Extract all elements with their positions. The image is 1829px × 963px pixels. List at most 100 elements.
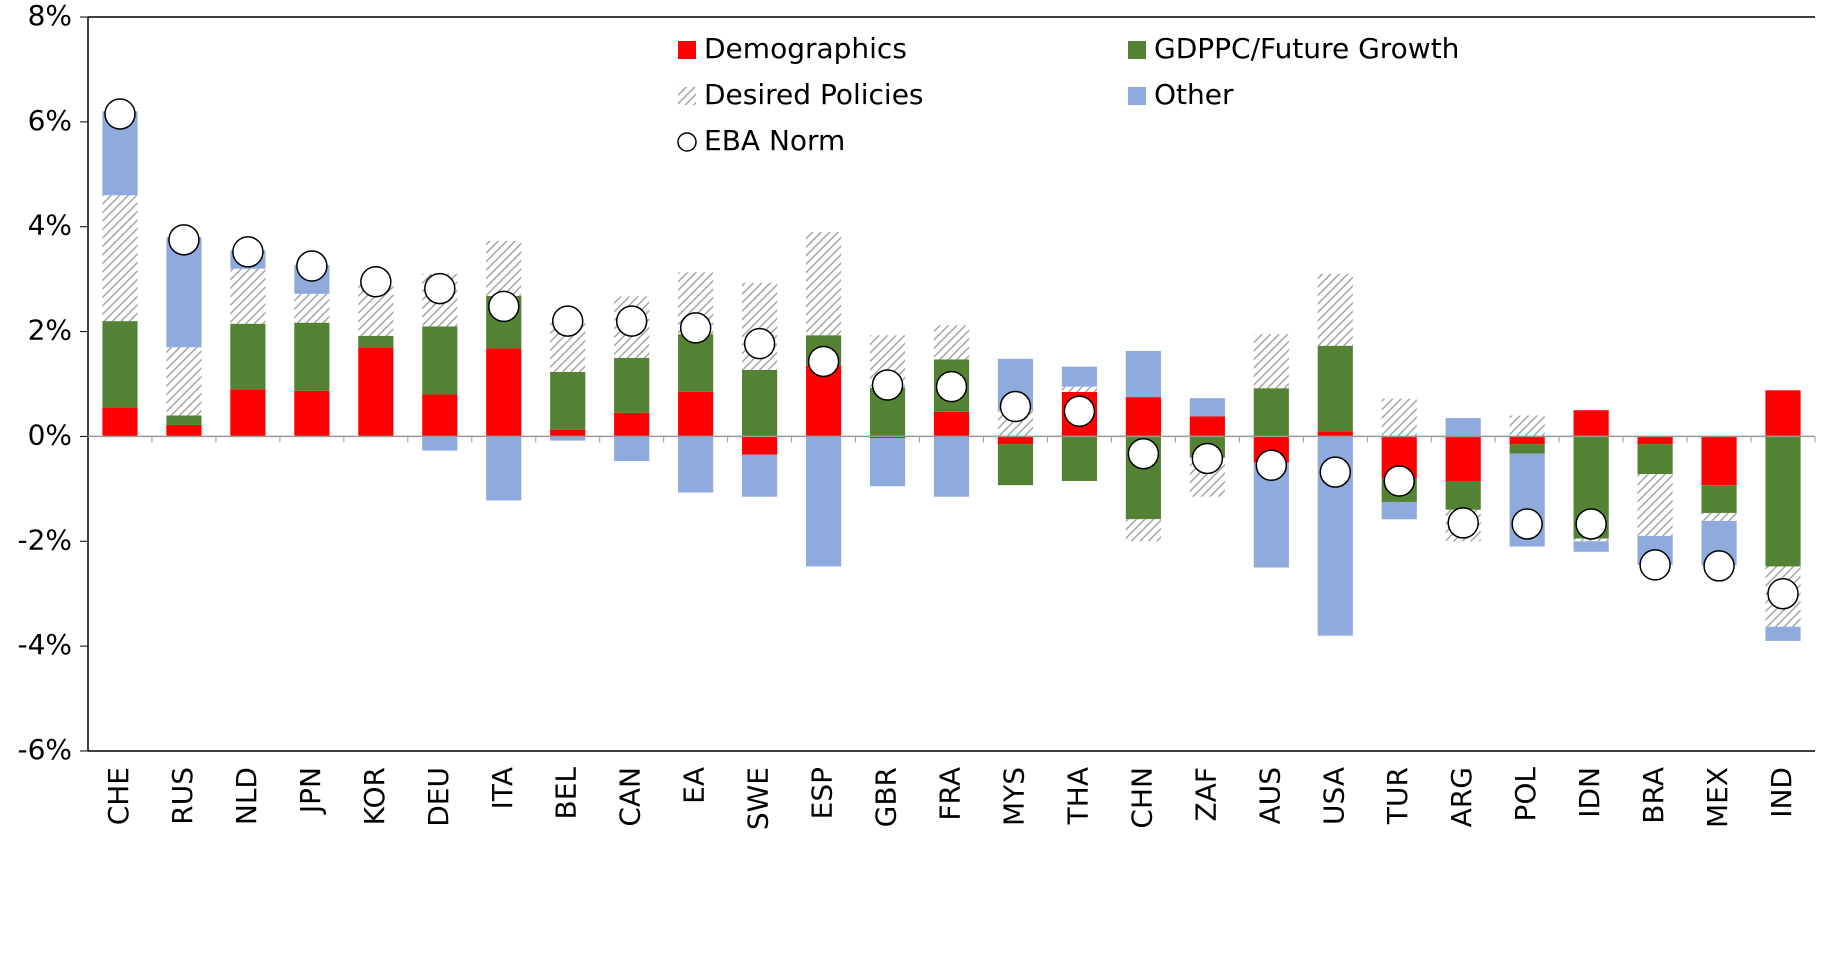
bar-segment bbox=[166, 347, 202, 416]
x-tick-label: CAN bbox=[614, 767, 647, 827]
x-tick-label: CHE bbox=[102, 767, 135, 825]
x-tick-label: THA bbox=[1061, 767, 1094, 825]
bar-segment bbox=[1125, 397, 1161, 437]
x-tick-label: DEU bbox=[422, 767, 455, 827]
bar-segment bbox=[1573, 410, 1609, 437]
bar-segment bbox=[1701, 485, 1737, 513]
legend-marker bbox=[677, 132, 697, 152]
bar-segment bbox=[1445, 480, 1481, 510]
bar-segment bbox=[678, 436, 714, 493]
x-tick-label: TUR bbox=[1381, 767, 1414, 825]
bar-segment bbox=[1253, 334, 1289, 389]
norm-marker bbox=[104, 98, 136, 130]
norm-marker bbox=[1639, 549, 1671, 581]
norm-marker bbox=[1511, 508, 1543, 540]
y-tick-label: -2% bbox=[17, 523, 72, 556]
x-tick-label: KOR bbox=[358, 767, 391, 825]
legend-label: Other bbox=[1154, 78, 1234, 111]
bar-segment bbox=[166, 424, 202, 437]
bar-segment bbox=[1061, 366, 1098, 387]
norm-marker bbox=[1127, 437, 1160, 470]
y-tick-label: 8% bbox=[28, 0, 72, 32]
x-tick-label: MYS bbox=[997, 767, 1030, 826]
norm-marker bbox=[168, 224, 200, 256]
bar-segment bbox=[1189, 398, 1225, 417]
bar-segment bbox=[422, 326, 458, 395]
bar-segment bbox=[805, 365, 842, 437]
x-tick-label: GBR bbox=[870, 767, 903, 827]
legend-swatch bbox=[678, 87, 696, 105]
x-tick-label: SWE bbox=[742, 767, 775, 830]
norm-marker bbox=[1191, 442, 1224, 475]
x-tick-label: ESP bbox=[806, 767, 839, 819]
y-tick-label: 0% bbox=[28, 418, 72, 451]
bar-segment bbox=[1125, 519, 1161, 542]
bar-segment bbox=[1317, 345, 1353, 432]
bar-segment bbox=[933, 411, 970, 437]
bar-segment bbox=[1765, 390, 1801, 437]
bar-segment bbox=[1637, 474, 1673, 537]
bar-segment bbox=[358, 347, 394, 437]
x-tick-label: USA bbox=[1317, 767, 1350, 825]
bar-segment bbox=[422, 394, 458, 437]
norm-marker bbox=[488, 290, 520, 323]
bar-segment bbox=[1701, 512, 1737, 521]
bar-segment bbox=[933, 325, 970, 360]
bar-segment bbox=[869, 438, 906, 487]
x-tick-label: EA bbox=[678, 767, 711, 804]
legend-label: EBA Norm bbox=[704, 124, 845, 157]
norm-marker bbox=[551, 305, 584, 337]
norm-marker bbox=[999, 390, 1032, 423]
bar-segment bbox=[997, 436, 1034, 445]
y-tick-label: 4% bbox=[28, 209, 72, 242]
bar-segment bbox=[422, 436, 458, 451]
bar-segment bbox=[1509, 444, 1545, 454]
x-tick-label: IND bbox=[1765, 767, 1798, 818]
norm-marker bbox=[871, 369, 904, 401]
norm-marker bbox=[1767, 577, 1799, 610]
bar-segment bbox=[550, 371, 586, 430]
norm-marker bbox=[296, 250, 328, 282]
bar-segment bbox=[1573, 541, 1609, 552]
bar-segment bbox=[614, 357, 650, 413]
x-tick-label: BRA bbox=[1637, 767, 1670, 824]
y-tick-label: 2% bbox=[28, 314, 72, 347]
x-tick-label: CHN bbox=[1125, 767, 1158, 829]
norm-marker bbox=[1447, 507, 1479, 539]
bar-segment bbox=[614, 412, 650, 437]
y-tick-label: -6% bbox=[17, 733, 72, 766]
bar-segment bbox=[1061, 386, 1098, 392]
x-tick-label: ZAF bbox=[1189, 767, 1222, 821]
bar-segment bbox=[1253, 388, 1289, 437]
x-tick-label: RUS bbox=[166, 767, 199, 825]
norm-marker bbox=[743, 327, 776, 360]
y-tick-label: 6% bbox=[28, 104, 72, 137]
bar-segment bbox=[1445, 436, 1481, 481]
bar-segment bbox=[678, 391, 714, 437]
bar-segment bbox=[614, 436, 650, 462]
x-tick-label: IDN bbox=[1573, 767, 1606, 818]
bar-segment bbox=[997, 444, 1034, 486]
norm-marker bbox=[615, 305, 648, 337]
norm-marker bbox=[424, 272, 456, 305]
bar-segment bbox=[486, 436, 522, 501]
bar-segment bbox=[550, 436, 586, 441]
legend-swatch bbox=[1128, 41, 1146, 59]
bar-segment bbox=[869, 436, 906, 439]
bar-segment bbox=[1637, 444, 1673, 475]
y-tick-label: -4% bbox=[17, 628, 72, 661]
bar-segment bbox=[1381, 501, 1417, 520]
bar-segment bbox=[1061, 436, 1098, 481]
norm-marker bbox=[935, 370, 968, 403]
norm-marker bbox=[232, 236, 264, 268]
x-tick-label: POL bbox=[1509, 767, 1542, 822]
bar-segment bbox=[486, 348, 522, 437]
bar-segment bbox=[230, 389, 266, 437]
norm-marker bbox=[360, 266, 392, 298]
norm-marker bbox=[1703, 550, 1735, 582]
bar-segment bbox=[102, 407, 138, 437]
x-tick-label: NLD bbox=[230, 767, 263, 825]
x-tick-label: AUS bbox=[1253, 767, 1286, 824]
bar-segment bbox=[1317, 273, 1353, 346]
